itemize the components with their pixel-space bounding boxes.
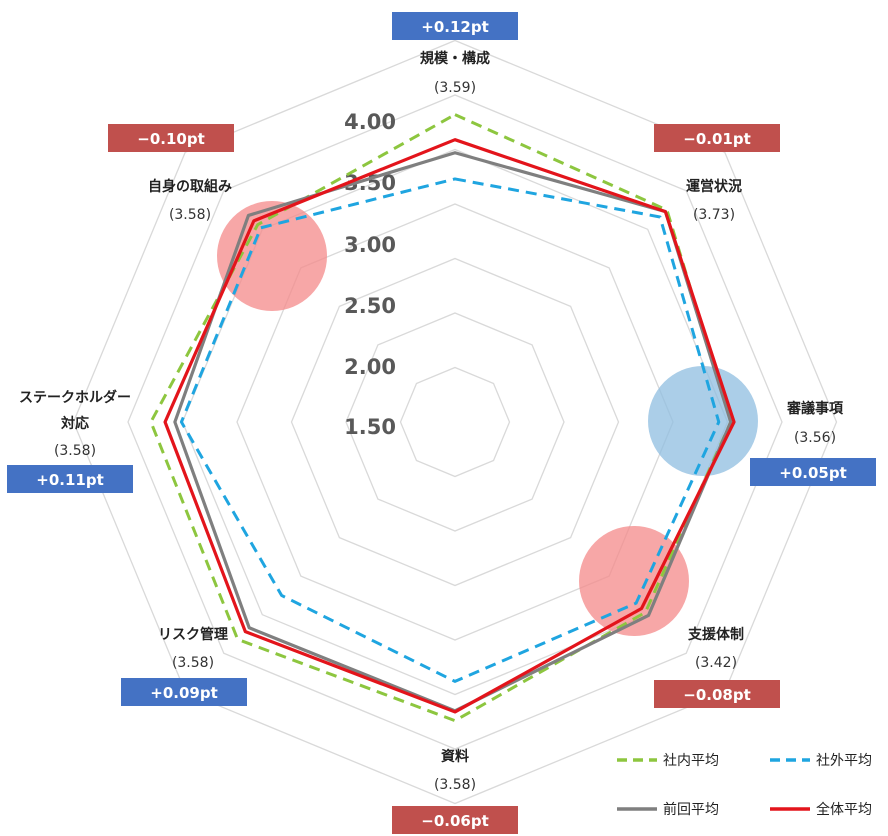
- grid-ring-1: [345, 312, 565, 532]
- delta-label: +0.12pt: [421, 18, 489, 36]
- series-lines: [149, 113, 736, 723]
- highlight-circle-2: [579, 526, 689, 636]
- axis-label: 支援体制: [687, 626, 744, 643]
- series-line-3: [163, 138, 736, 714]
- delta-badge: [654, 680, 780, 708]
- delta-badge: [750, 458, 876, 486]
- highlight-circle-1: [648, 366, 758, 476]
- axis-label: 規模・構成: [420, 50, 490, 67]
- delta-label: −0.10pt: [137, 130, 205, 148]
- delta-badge: [108, 124, 234, 152]
- axis-value: (3.42): [695, 655, 737, 671]
- grid-ring-2: [290, 257, 620, 587]
- delta-label: −0.06pt: [421, 812, 489, 830]
- series-line-1: [179, 177, 721, 683]
- delta-label: −0.08pt: [683, 686, 751, 704]
- legend-label: 社内平均: [663, 753, 719, 769]
- axis-value: (3.58): [434, 777, 476, 793]
- legend-label: 社外平均: [816, 753, 872, 769]
- delta-badge: [392, 12, 518, 40]
- axis-label: 審議事項: [786, 400, 844, 417]
- delta-label: +0.05pt: [779, 464, 847, 482]
- legend-label: 全体平均: [816, 801, 872, 818]
- grid-ring-6: [72, 39, 838, 805]
- axis-value: (3.59): [434, 80, 476, 96]
- delta-label: −0.01pt: [683, 130, 751, 148]
- tick-label: 4.00: [344, 110, 396, 134]
- radar-grid: [72, 39, 838, 805]
- axis-label: ステークホルダー: [19, 389, 131, 406]
- axis-value: (3.58): [54, 443, 96, 459]
- axis-label: リスク管理: [158, 626, 228, 643]
- tick-label: 2.00: [344, 355, 396, 379]
- grid-ring-0: [399, 366, 511, 478]
- highlight-circles: [217, 201, 758, 636]
- axis-value: (3.58): [172, 655, 214, 671]
- delta-label: +0.09pt: [150, 684, 218, 702]
- delta-badge: [392, 806, 518, 834]
- tick-label: 2.50: [344, 294, 396, 318]
- axis-label: 対応: [60, 415, 89, 432]
- legend-label: 前回平均: [663, 801, 719, 818]
- delta-badge: [7, 465, 133, 493]
- axis-labels: 規模・構成 (3.59) +0.12pt 運営状況 (3.73) −0.01pt 審議事項 (…: [7, 12, 876, 834]
- tick-label: 3.00: [344, 233, 396, 257]
- tick-label: 1.50: [344, 415, 396, 439]
- delta-badge: [121, 678, 247, 706]
- delta-badge: [654, 124, 780, 152]
- axis-value: (3.56): [794, 430, 836, 446]
- tick-labels: 1.502.002.503.003.504.00: [344, 110, 396, 439]
- grid-ring-3: [236, 203, 674, 641]
- axis-value: (3.58): [169, 207, 211, 223]
- axis-label: 運営状況: [686, 178, 742, 195]
- axis-label: 資料: [441, 748, 469, 765]
- grid-ring-5: [127, 94, 783, 750]
- axis-label: 自身の取組み: [148, 178, 232, 195]
- axis-value: (3.73): [693, 207, 735, 223]
- delta-label: +0.11pt: [36, 471, 104, 489]
